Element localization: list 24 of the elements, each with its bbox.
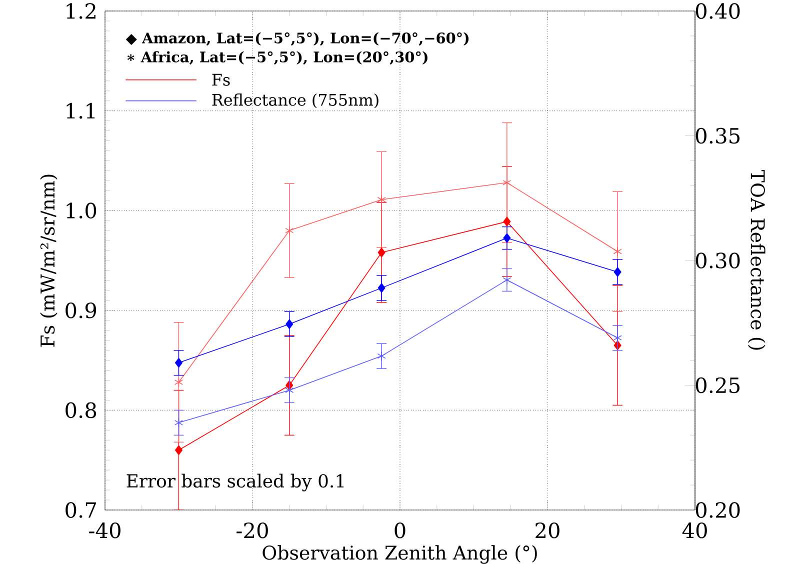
y2-tick-label: 0.40 (696, 3, 740, 19)
y2-tick-label: 0.35 (696, 128, 740, 144)
annotation: Fs (212, 74, 230, 86)
y-tick-label: 1.2 (66, 3, 96, 19)
y-axis-title: Fs (mW/m²/sr/nm) (40, 174, 58, 347)
y-tick-label: 1.0 (66, 202, 96, 219)
y-tick-label: 1.1 (66, 102, 95, 119)
y2-tick-label: 0.25 (696, 377, 740, 394)
x-tick-label: -20 (236, 522, 268, 538)
y2-tick-label: 0.20 (696, 502, 740, 518)
annotation: ∗ Africa, Lat=(−5°,5°), Lon=(20°,30°) (127, 51, 428, 65)
annotation: Reflectance (755nm) (212, 94, 378, 108)
y2-axis-title: TOA Reflectance () (748, 170, 766, 350)
x-tick-label: 20 (536, 522, 560, 538)
annotation: ◆ Amazon, Lat=(−5°,5°), Lon=(−70°,−60°) (126, 32, 469, 46)
y-tick-label: 0.8 (66, 402, 96, 418)
x-axis-title: Observation Zenith Angle (°) (262, 545, 537, 564)
annotation: Error bars scaled by 0.1 (126, 474, 344, 492)
x-tick-label: 0 (394, 522, 406, 538)
y-tick-label: 0.9 (66, 302, 96, 318)
y2-tick-label: 0.30 (696, 252, 740, 268)
x-tick-label: -40 (89, 522, 120, 538)
x-tick-label: 40 (682, 522, 707, 538)
y-tick-label: 0.7 (66, 502, 96, 518)
